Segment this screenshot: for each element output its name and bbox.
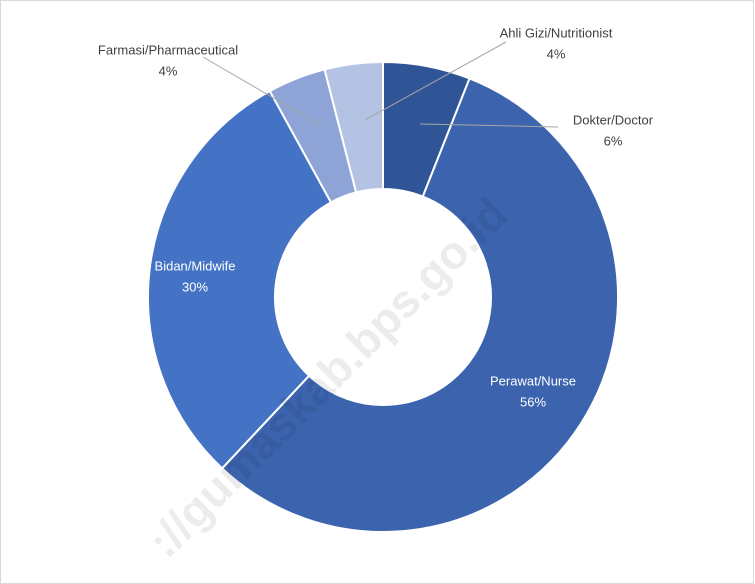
slice-label: Perawat/Nurse (490, 373, 576, 388)
slice-label: Farmasi/Pharmaceutical (98, 42, 238, 57)
slice-label: Dokter/Doctor (573, 112, 654, 127)
leader-line (202, 56, 321, 126)
value-label: 4% (547, 46, 566, 61)
value-label: 6% (604, 133, 623, 148)
slice-label: Ahli Gizi/Nutritionist (500, 25, 613, 40)
slice (220, 77, 619, 533)
leader-line (364, 41, 507, 121)
value-label: 56% (520, 394, 546, 409)
slice (323, 60, 384, 194)
slices (147, 60, 619, 533)
leader-line (419, 123, 559, 128)
slice-label: Bidan/Midwife (155, 258, 236, 273)
value-label: 4% (159, 63, 178, 78)
labels: Dokter/Doctor 6% Perawat/Nurse 56% Bidan/Mid… (98, 25, 654, 409)
slice (147, 89, 333, 470)
value-label: 30% (182, 279, 208, 294)
